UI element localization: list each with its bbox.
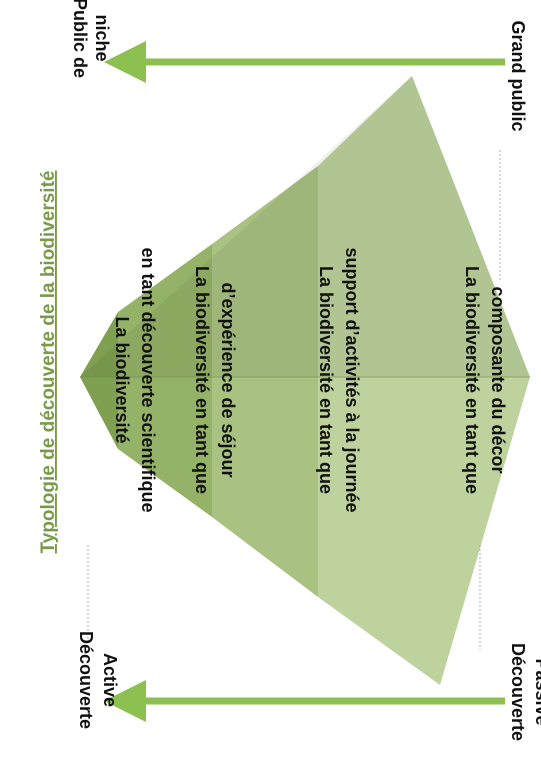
- level-label-4-line1: La biodiversité en tant que: [462, 266, 482, 494]
- level-label-2-line2: d’expérience de séjour: [218, 282, 238, 477]
- pyramid-shadow: [80, 76, 530, 377]
- level-label-2: La biodiversité en tant que d’expérience…: [192, 266, 238, 494]
- level-label-4-line2: composante du décor: [488, 286, 508, 473]
- level-label-1-line2: en tant découverte scientifique: [138, 247, 158, 512]
- axis-label-bottom-right: Découverte Passive: [508, 643, 541, 741]
- level-label-3: La biodiversité en tant que support d’ac…: [316, 247, 362, 512]
- axis-label-bottom-left-line1: Découverte: [76, 631, 96, 729]
- axis-label-bottom-left-line2: Active: [100, 653, 120, 707]
- level-label-3-line2: support d’activités à la journée: [342, 247, 362, 512]
- pyramid-band-3: [212, 166, 318, 597]
- axis-label-top-left-line1: Public de: [70, 0, 90, 78]
- pyramid-band-1: [80, 312, 118, 449]
- pyramid-band-4: [318, 76, 530, 685]
- axis-label-bottom-left: Découverte Active: [76, 631, 120, 729]
- axis-label-top-right: Grand public: [508, 20, 528, 131]
- level-label-1-line1: La biodiversité: [112, 316, 132, 443]
- axis-label-bottom-right-line1: Découverte: [508, 643, 528, 741]
- pyramid-band-2: [118, 244, 212, 517]
- pyramid: [80, 76, 530, 685]
- level-label-1: La biodiversité en tant découverte scien…: [112, 247, 158, 512]
- axis-label-top-left-line2: niche: [92, 14, 112, 61]
- level-label-3-line1: La biodiversité en tant que: [316, 266, 336, 494]
- level-label-4: La biodiversité en tant que composante d…: [462, 266, 508, 494]
- diagram-title: Typologie de découverte de la biodiversi…: [38, 171, 59, 554]
- axis-label-top-left: Public de niche: [70, 0, 112, 78]
- axis-label-bottom-right-line2: Passive: [532, 658, 541, 725]
- level-label-2-line1: La biodiversité en tant que: [192, 266, 212, 494]
